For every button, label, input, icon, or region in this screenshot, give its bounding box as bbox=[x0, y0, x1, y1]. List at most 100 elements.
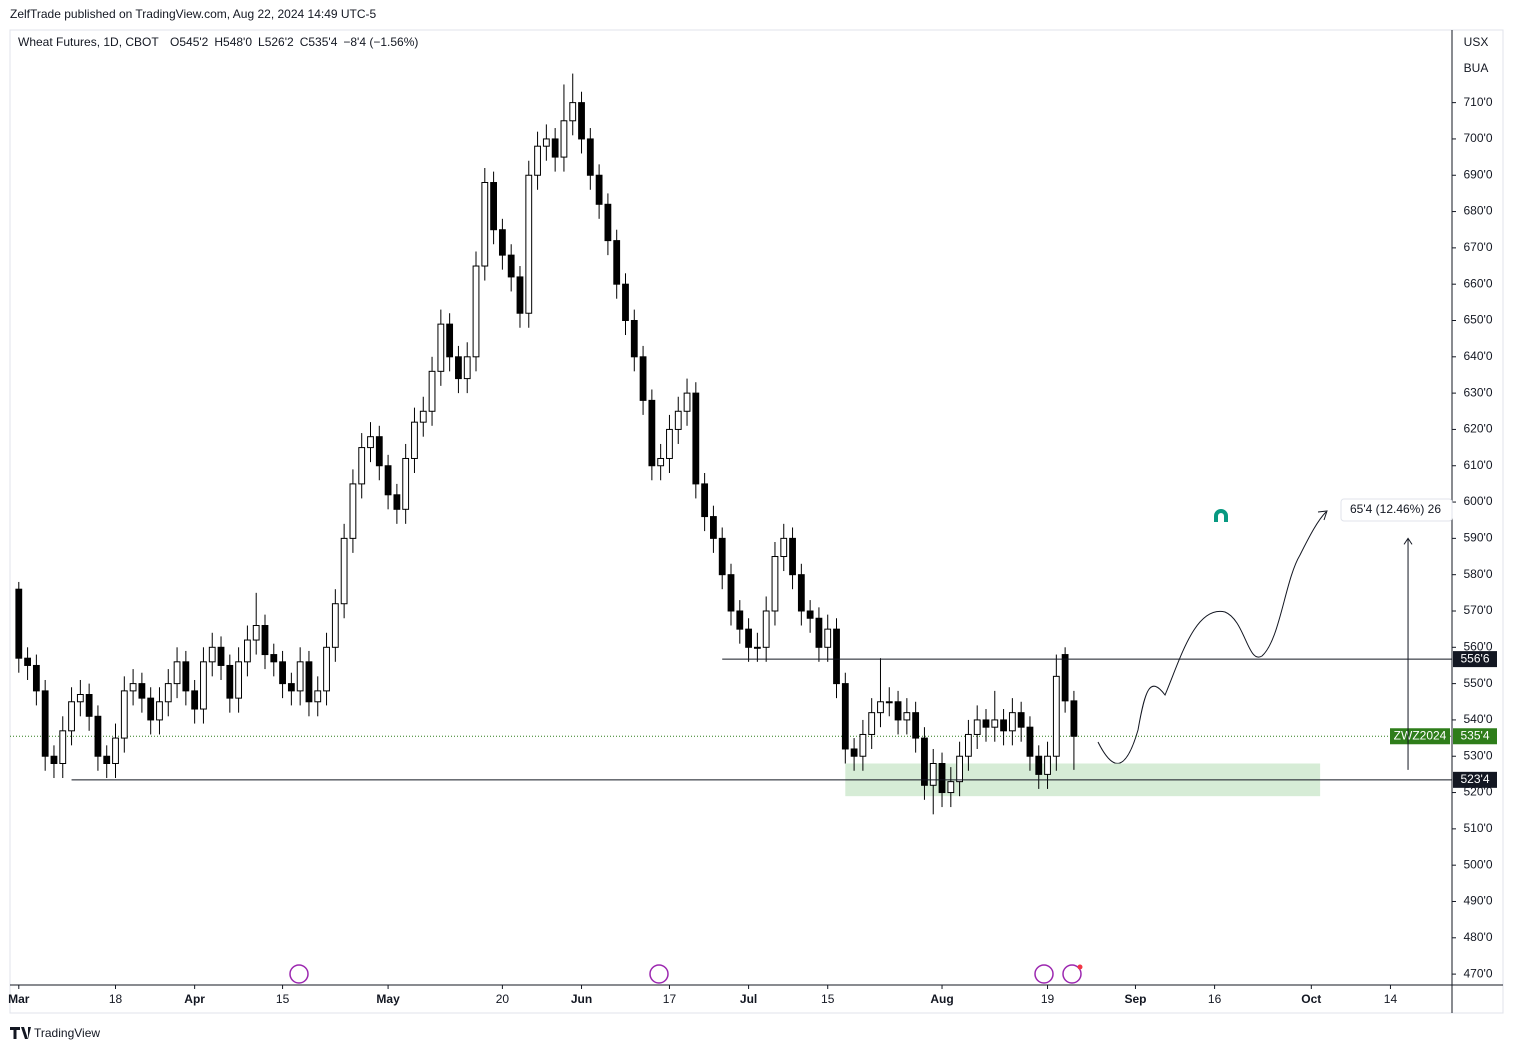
candle-body bbox=[745, 628, 752, 648]
candle-body bbox=[701, 483, 709, 518]
event-icon[interactable] bbox=[649, 964, 669, 984]
candle-body bbox=[525, 174, 533, 314]
candle-body bbox=[560, 120, 568, 158]
candle-body bbox=[1044, 755, 1051, 775]
legend-value: 548'0 bbox=[223, 35, 252, 49]
candle-body bbox=[296, 661, 304, 692]
legend-key: C bbox=[300, 35, 309, 49]
candle-body bbox=[182, 661, 190, 692]
candle-body bbox=[507, 254, 515, 278]
candle-body bbox=[314, 690, 322, 703]
symbol-tag bbox=[1390, 728, 1450, 745]
candle-body bbox=[1061, 654, 1069, 702]
candle-body bbox=[648, 399, 656, 467]
candle-body bbox=[217, 646, 225, 666]
candle-body bbox=[885, 701, 893, 704]
y-tick-label: 480'0 bbox=[1464, 930, 1493, 944]
candle-body bbox=[411, 421, 418, 459]
candle-body bbox=[270, 654, 278, 663]
unit-label[interactable]: BUA bbox=[1464, 61, 1489, 75]
x-tick-label: Jun bbox=[571, 992, 592, 1006]
candle-body bbox=[463, 356, 471, 380]
tv-logo bbox=[10, 1027, 31, 1039]
candle-body bbox=[323, 646, 330, 692]
event-icon[interactable] bbox=[289, 964, 309, 984]
y-tick-label: 470'0 bbox=[1464, 966, 1493, 980]
y-tick-label: 520'0 bbox=[1464, 785, 1493, 799]
x-tick-label: 18 bbox=[109, 992, 123, 1006]
x-tick-label: 14 bbox=[1384, 992, 1398, 1006]
measure-arrowhead bbox=[1403, 537, 1413, 545]
candle-body bbox=[393, 494, 401, 510]
y-tick-label: 700'0 bbox=[1464, 131, 1493, 145]
candle-body bbox=[1052, 675, 1060, 757]
candle-body bbox=[551, 138, 559, 158]
candle-body bbox=[358, 447, 366, 485]
candle-body bbox=[384, 465, 392, 496]
candle-body bbox=[85, 694, 93, 717]
candle-body bbox=[868, 712, 876, 735]
candle-body bbox=[173, 661, 181, 685]
footer-brand: TradingView bbox=[34, 1026, 100, 1040]
candle-body bbox=[120, 690, 128, 739]
candle-body bbox=[938, 762, 946, 794]
candle-body bbox=[639, 356, 647, 401]
event-icon[interactable] bbox=[1062, 964, 1082, 984]
candle-body bbox=[455, 356, 462, 380]
candle-body bbox=[446, 323, 454, 358]
candle-body bbox=[780, 537, 788, 558]
candle-body bbox=[877, 701, 884, 714]
candle-body bbox=[692, 392, 700, 485]
y-tick-label: 630'0 bbox=[1464, 385, 1493, 399]
candle-body bbox=[991, 719, 999, 728]
candle-body bbox=[305, 661, 313, 703]
candle-body bbox=[498, 229, 506, 256]
event-icon[interactable] bbox=[1034, 964, 1054, 984]
level-label: 523'4 bbox=[1461, 772, 1490, 786]
candle-body bbox=[903, 712, 911, 721]
candle-body bbox=[1026, 726, 1034, 757]
candle-body bbox=[806, 610, 814, 619]
legend-value: 545'2 bbox=[179, 35, 208, 49]
legend-key: L bbox=[258, 35, 265, 49]
candle-body bbox=[112, 737, 119, 764]
candle-body bbox=[850, 748, 858, 757]
y-tick-label: 550'0 bbox=[1464, 676, 1493, 690]
candle-body bbox=[710, 516, 717, 539]
candle-body bbox=[103, 755, 111, 764]
candle-body bbox=[718, 537, 726, 576]
candle-body bbox=[208, 646, 216, 663]
candle-body bbox=[437, 323, 445, 372]
event-icons bbox=[289, 964, 1083, 984]
symbol-title: Wheat Futures, 1D, CBOT bbox=[18, 35, 159, 49]
unit-label[interactable]: USX bbox=[1464, 35, 1489, 49]
candle-body bbox=[859, 733, 867, 757]
candle-body bbox=[947, 781, 955, 794]
candle-body bbox=[736, 610, 744, 630]
candle-body bbox=[1035, 755, 1043, 775]
candle-body bbox=[762, 610, 770, 648]
legend-key: H bbox=[214, 35, 223, 49]
y-tick-label: 570'0 bbox=[1464, 603, 1493, 617]
magnet-icon[interactable] bbox=[1214, 509, 1228, 522]
candle-body bbox=[402, 457, 410, 510]
candle-body bbox=[138, 683, 146, 699]
candle-body bbox=[191, 690, 199, 710]
y-tick-label: 530'0 bbox=[1464, 748, 1493, 762]
candle-body bbox=[279, 661, 286, 685]
candle-body bbox=[630, 319, 638, 358]
y-tick-label: 560'0 bbox=[1464, 639, 1493, 653]
candle-body bbox=[428, 370, 436, 412]
legend-change: −8'4 (−1.56%) bbox=[343, 35, 418, 49]
candle-body bbox=[921, 737, 928, 786]
candle-body bbox=[252, 625, 260, 641]
candle-body bbox=[815, 617, 823, 648]
candle-body bbox=[622, 283, 629, 321]
candle-body bbox=[824, 628, 832, 648]
candle-body bbox=[841, 683, 849, 750]
y-tick-label: 590'0 bbox=[1464, 531, 1493, 545]
candle-body bbox=[727, 574, 735, 612]
y-tick-label: 670'0 bbox=[1464, 240, 1493, 254]
projection-path bbox=[1097, 511, 1327, 764]
candle-body bbox=[129, 683, 137, 692]
